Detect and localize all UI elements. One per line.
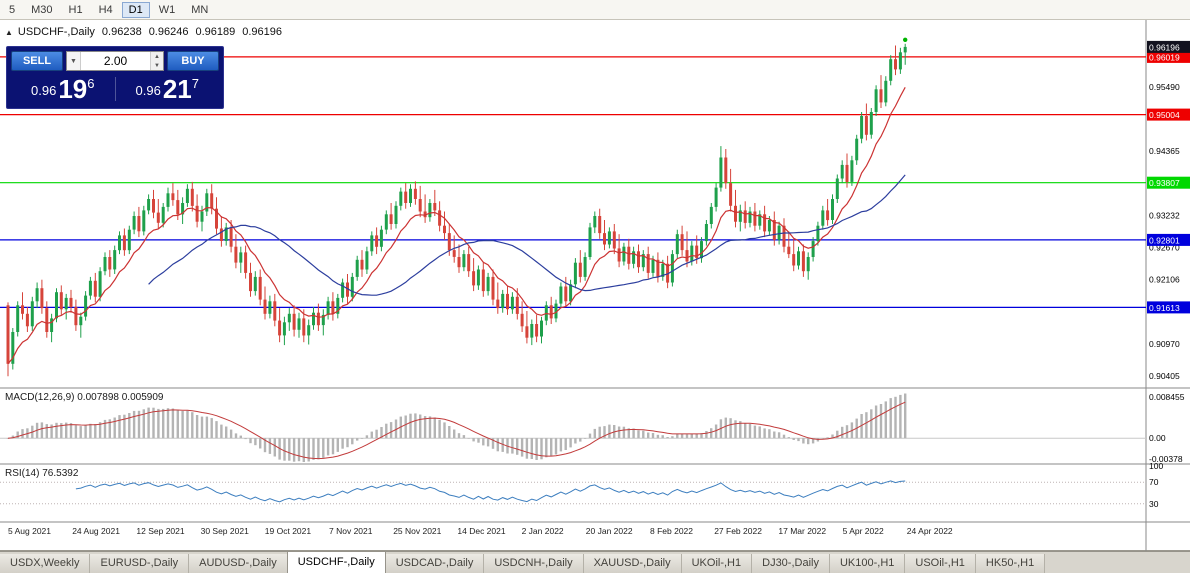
svg-text:24 Aug 2021: 24 Aug 2021 (72, 526, 120, 536)
chart-tab-usdchf-daily[interactable]: USDCHF-,Daily (286, 552, 386, 573)
chart-tab-uk100-h1[interactable]: UK100-,H1 (829, 554, 906, 573)
timeframe-toolbar: 5 M30 H1 H4 D1 W1 MN (0, 0, 1190, 20)
chart-tab-dj30-daily[interactable]: DJ30-,Daily (752, 554, 830, 573)
sell-price-pipette: 6 (87, 76, 95, 91)
sell-price-prefix: 0.96 (31, 83, 57, 98)
svg-text:14 Dec 2021: 14 Dec 2021 (457, 526, 505, 536)
svg-text:0.92801: 0.92801 (1149, 235, 1180, 245)
svg-text:0.90405: 0.90405 (1149, 371, 1180, 381)
buy-price-display: 0.96 21 7 (116, 74, 220, 104)
buy-button[interactable]: BUY (167, 51, 219, 71)
svg-text:19 Oct 2021: 19 Oct 2021 (265, 526, 312, 536)
volume-dropdown-icon[interactable]: ▼ (67, 52, 81, 70)
svg-text:70: 70 (1149, 477, 1159, 487)
rsi-indicator-label: RSI(14) 76.5392 (5, 468, 79, 479)
sell-price-big: 19 (58, 74, 88, 104)
svg-text:24 Apr 2022: 24 Apr 2022 (907, 526, 953, 536)
volume-spinner[interactable]: ▲ ▼ (150, 52, 163, 70)
timeframe-mn[interactable]: MN (184, 2, 215, 18)
chart-tab-usdcnh-daily[interactable]: USDCNH-,Daily (484, 554, 584, 573)
timeframe-m30[interactable]: M30 (24, 2, 59, 18)
svg-text:0.95004: 0.95004 (1149, 110, 1180, 120)
svg-text:100: 100 (1149, 461, 1163, 471)
svg-text:30 Sep 2021: 30 Sep 2021 (201, 526, 249, 536)
chart-tab-xauusd-daily[interactable]: XAUUSD-,Daily (583, 554, 682, 573)
svg-text:-0.00378: -0.00378 (1149, 454, 1183, 464)
svg-text:5 Aug 2021: 5 Aug 2021 (8, 526, 51, 536)
chart-symbol-icon: ▲ (5, 27, 13, 37)
svg-text:0.00: 0.00 (1149, 433, 1166, 443)
ohlc-close: 0.96196 (242, 26, 282, 38)
svg-text:27 Feb 2022: 27 Feb 2022 (714, 526, 762, 536)
chart-tab-bar: USDX,Weekly EURUSD-,Daily AUDUSD-,Daily USD… (0, 551, 1190, 573)
timeframe-h4[interactable]: H4 (92, 2, 120, 18)
svg-text:0.94365: 0.94365 (1149, 146, 1180, 156)
timeframe-d1[interactable]: D1 (121, 1, 150, 18)
svg-text:0.90970: 0.90970 (1149, 339, 1180, 349)
timeframe-h1[interactable]: H1 (62, 2, 90, 18)
svg-text:20 Jan 2022: 20 Jan 2022 (586, 526, 633, 536)
svg-text:17 Mar 2022: 17 Mar 2022 (778, 526, 826, 536)
svg-text:8 Feb 2022: 8 Feb 2022 (650, 526, 693, 536)
svg-text:12 Sep 2021: 12 Sep 2021 (136, 526, 184, 536)
svg-text:5 Apr 2022: 5 Apr 2022 (843, 526, 884, 536)
chart-tab-usoil-h1[interactable]: USOil-,H1 (905, 554, 976, 573)
chart-tab-usdcad-daily[interactable]: USDCAD-,Daily (385, 554, 485, 573)
chart-window: 0.95490 0.94365 0.93232 0.92670 0.92106 0.909… (0, 20, 1190, 551)
svg-text:7 Nov 2021: 7 Nov 2021 (329, 526, 373, 536)
buy-price-big: 21 (162, 74, 192, 104)
svg-text:0.93807: 0.93807 (1149, 178, 1180, 188)
macd-indicator-label: MACD(12,26,9) 0.007898 0.005909 (5, 392, 164, 403)
buy-price-pipette: 7 (191, 76, 199, 91)
timeframe-w1[interactable]: W1 (152, 2, 183, 18)
svg-text:2 Jan 2022: 2 Jan 2022 (522, 526, 564, 536)
chart-tab-eurusd-daily[interactable]: EURUSD-,Daily (90, 554, 190, 573)
chart-tab-hk50-h1[interactable]: HK50-,H1 (975, 554, 1046, 573)
ohlc-high: 0.96246 (148, 26, 189, 38)
svg-text:0.96196: 0.96196 (1149, 42, 1180, 52)
one-click-trading-panel: SELL ▼ 2.00 ▲ ▼ BUY 0.96 19 6 0.96 21 7 (6, 46, 224, 109)
svg-text:0.92670: 0.92670 (1149, 242, 1180, 252)
chart-tab-usdx-weekly[interactable]: USDX,Weekly (0, 554, 91, 573)
volume-value[interactable]: 2.00 (103, 54, 128, 68)
svg-text:25 Nov 2021: 25 Nov 2021 (393, 526, 441, 536)
chart-tab-audusd-daily[interactable]: AUDUSD-,Daily (189, 554, 288, 573)
svg-text:0.93232: 0.93232 (1149, 210, 1180, 220)
svg-text:0.96019: 0.96019 (1149, 52, 1180, 62)
spinner-down-icon[interactable]: ▼ (154, 62, 160, 69)
trade-marker-icon (903, 37, 908, 42)
chart-symbol-label: USDCHF-,Daily (17, 26, 95, 38)
svg-text:30: 30 (1149, 499, 1159, 509)
svg-text:0.92106: 0.92106 (1149, 274, 1180, 284)
chart-title: ▲ USDCHF-,Daily 0.96238 0.96246 0.96189 … (5, 26, 285, 38)
svg-text:0.91613: 0.91613 (1149, 303, 1180, 313)
timeframe-5[interactable]: 5 (2, 2, 22, 18)
ohlc-low: 0.96189 (195, 26, 236, 38)
ohlc-open: 0.96238 (101, 26, 142, 38)
svg-text:0.008455: 0.008455 (1149, 392, 1185, 402)
spinner-up-icon[interactable]: ▲ (154, 53, 160, 60)
price-divider (114, 77, 116, 101)
sell-button[interactable]: SELL (11, 51, 63, 71)
sell-price-display: 0.96 19 6 (11, 74, 115, 104)
buy-price-prefix: 0.96 (135, 83, 161, 98)
chart-canvas[interactable]: 0.95490 0.94365 0.93232 0.92670 0.92106 0.909… (0, 20, 1190, 551)
chart-tab-ukoil-h1[interactable]: UKOil-,H1 (681, 554, 753, 573)
svg-text:0.95490: 0.95490 (1149, 82, 1180, 92)
volume-input[interactable]: ▼ 2.00 ▲ ▼ (66, 51, 164, 71)
